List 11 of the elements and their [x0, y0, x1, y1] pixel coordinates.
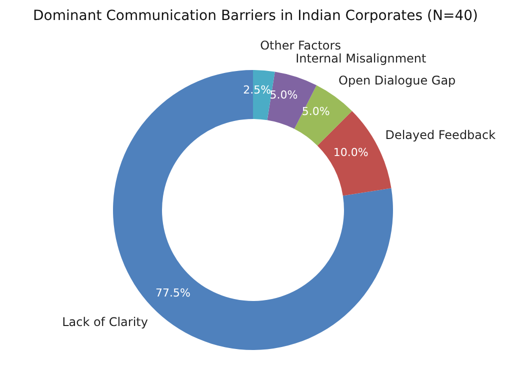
slice-label: Open Dialogue Gap — [338, 73, 456, 88]
data-label: 5.0% — [302, 105, 330, 118]
data-label: 2.5% — [243, 83, 272, 96]
slice-label: Internal Misalignment — [296, 52, 427, 66]
slice-label: Other Factors — [260, 38, 341, 53]
slice-label: Delayed Feedback — [385, 128, 496, 142]
slice-label: Lack of Clarity — [62, 315, 148, 330]
chart-title: Dominant Communication Barriers in Indian Corporates (N=40) — [32, 8, 479, 24]
data-label: 10.0% — [333, 146, 368, 160]
data-label: 5.0% — [270, 88, 298, 102]
data-label: 77.5% — [156, 286, 190, 300]
